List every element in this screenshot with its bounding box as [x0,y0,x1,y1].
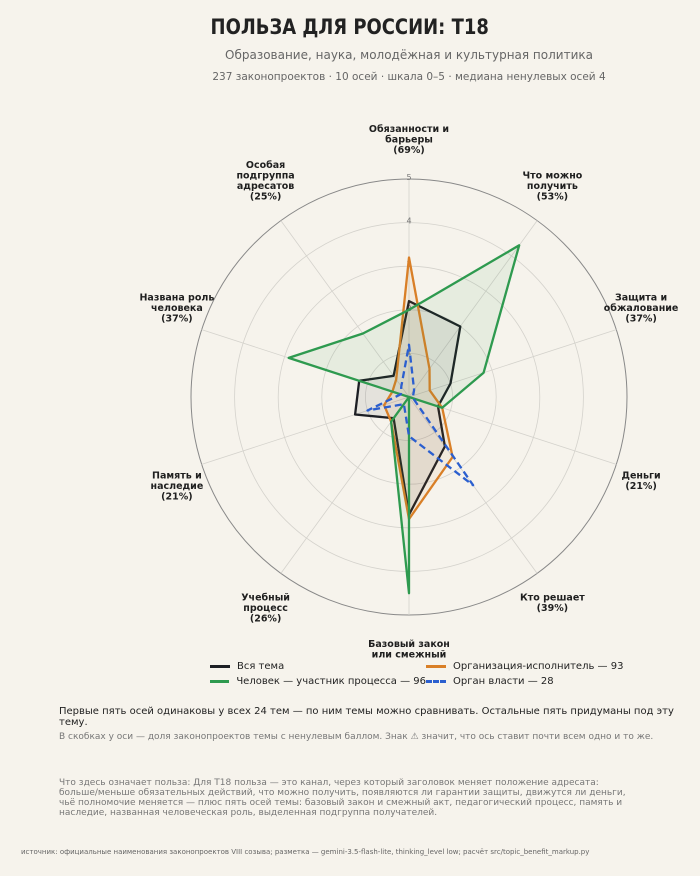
axis-label-line: (37%) [625,314,656,325]
axis-label: Защита и обжалование (37%) [604,293,679,325]
axis-label-line: обжалование [604,303,679,314]
axis-label-line: Базовый закон [368,639,450,650]
axis-label-line: Что можно [522,171,582,182]
legend-label: Организация-исполнитель — 93 [453,661,624,672]
legend-item-whole-topic: Вся тема [210,661,426,672]
legend-label: Вся тема [237,661,285,672]
legend-label: Орган власти — 28 [453,676,554,687]
axis-label-line: процесс [243,603,288,614]
axis-label-line: (25%) [250,192,281,203]
chart-meta: 237 законопроектов · 10 осей · шкала 0–5… [212,71,606,83]
axis-label-line: получить [527,181,578,192]
axis-spoke [408,396,617,465]
radar-axis-labels: Обязанности и барьеры (69%) Что можно получи… [139,124,678,660]
axis-label: Особая подгруппа адресатов (25%) [236,160,294,203]
axis-label-line: Защита и [615,293,667,304]
note-meaning: Что здесь означает польза: Для Т18 польз… [59,778,626,818]
tick-label: 4 [406,217,411,226]
axis-label-line: (37%) [161,314,192,325]
axis-label-line: Названа роль [139,293,214,304]
legend-swatch [426,680,446,683]
series-line-2 [287,244,521,595]
tick-label: 2 [406,304,411,313]
axis-label: Деньги (21%) [622,470,661,492]
note-compare: Первые пять осей одинаковы у всех 24 тем… [59,706,674,728]
source-note: источник: официальные наименования закон… [21,848,590,856]
legend-item-organization: Организация-исполнитель — 93 [426,661,630,672]
axis-label: Память и наследие (21%) [151,470,204,502]
axis-label-line: Деньги [622,470,661,481]
axis-label-line: человека [151,303,203,314]
axis-label-line: Память и [152,470,202,481]
page-subtitle: Образование, наука, молодёжная и культур… [225,48,593,62]
axis-label-line: Особая [246,160,285,171]
legend-label: Человек — участник процесса — 96 [236,676,426,687]
chart-legend: Вся тема Организация-исполнитель — 93 Че… [210,661,630,687]
axis-label-line: или смежный [372,650,447,661]
axis-label-line: Кто решает [520,592,585,603]
axis-label-line: адресатов [237,181,294,192]
axis-spoke [280,396,410,574]
tick-label: 5 [406,173,411,182]
note-brackets: В скобках у оси — доля законопроектов те… [59,732,654,742]
axis-label-line: Учебный [241,592,290,603]
axis-label: Кто решает (39%) [520,592,585,614]
axis-label-line: барьеры [385,135,433,146]
page-title: ПОЛЬЗА ДЛЯ РОССИИ: Т18 [210,15,489,39]
legend-swatch [426,665,446,668]
legend-item-authority: Орган власти — 28 [426,676,630,687]
axis-label-line: Обязанности и [369,124,449,135]
axis-spoke [280,220,410,398]
axis-label-line: (39%) [537,603,568,614]
radar-series [287,244,521,595]
axis-spoke [408,329,617,398]
axis-label-line: (69%) [393,145,424,156]
legend-swatch [210,680,230,683]
legend-item-person: Человек — участник процесса — 96 [210,676,426,687]
series-line-3 [366,343,475,487]
axis-label-line: (21%) [625,481,656,492]
axis-label: Что можно получить (53%) [522,171,582,203]
tick-label: 1 [406,347,411,356]
axis-label-line: (26%) [250,613,281,624]
legend-swatch [210,665,230,668]
axis-label-line: наследие [151,481,204,492]
axis-label-line: (21%) [161,491,192,502]
axis-label-line: (53%) [537,192,568,203]
axis-label: Обязанности и барьеры (69%) [369,124,449,156]
axis-label-line: подгруппа [236,171,294,182]
axis-label: Учебный процесс (26%) [241,592,290,624]
axis-label: Названа роль человека (37%) [139,293,214,325]
